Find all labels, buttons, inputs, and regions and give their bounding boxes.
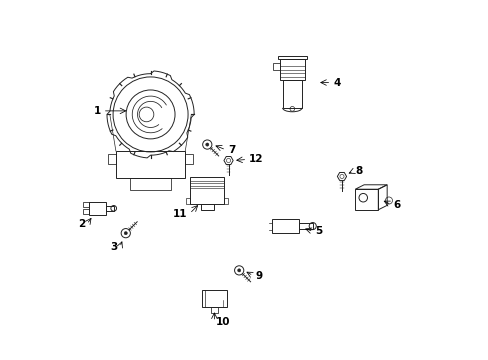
Text: 9: 9 <box>255 271 262 281</box>
Bar <box>210 307 218 313</box>
Bar <box>186 198 190 204</box>
Text: 2: 2 <box>78 219 85 229</box>
Text: 8: 8 <box>355 166 362 176</box>
Text: 6: 6 <box>392 200 400 210</box>
Text: 3: 3 <box>110 242 118 252</box>
Bar <box>355 189 378 210</box>
Bar <box>185 154 193 165</box>
Bar <box>201 204 213 210</box>
Bar <box>116 151 185 177</box>
Bar <box>89 202 106 215</box>
Bar <box>129 177 171 190</box>
Bar <box>107 154 116 165</box>
Text: 1: 1 <box>94 106 101 116</box>
Bar <box>82 202 89 207</box>
Bar <box>202 290 226 307</box>
Text: 4: 4 <box>332 77 340 87</box>
Circle shape <box>124 231 127 235</box>
Text: 7: 7 <box>227 145 235 155</box>
Bar <box>279 59 305 80</box>
Bar <box>82 210 89 214</box>
Bar <box>272 63 279 70</box>
Bar <box>277 56 306 59</box>
Bar <box>271 219 298 233</box>
Text: 12: 12 <box>248 154 263 165</box>
Bar <box>298 223 312 229</box>
Text: 10: 10 <box>216 317 230 327</box>
Text: 11: 11 <box>173 209 187 219</box>
Bar <box>224 198 228 204</box>
Bar <box>190 177 224 204</box>
Circle shape <box>205 143 208 146</box>
Bar <box>106 206 114 211</box>
Circle shape <box>237 269 240 272</box>
Bar <box>282 80 302 108</box>
Text: 5: 5 <box>315 226 322 237</box>
